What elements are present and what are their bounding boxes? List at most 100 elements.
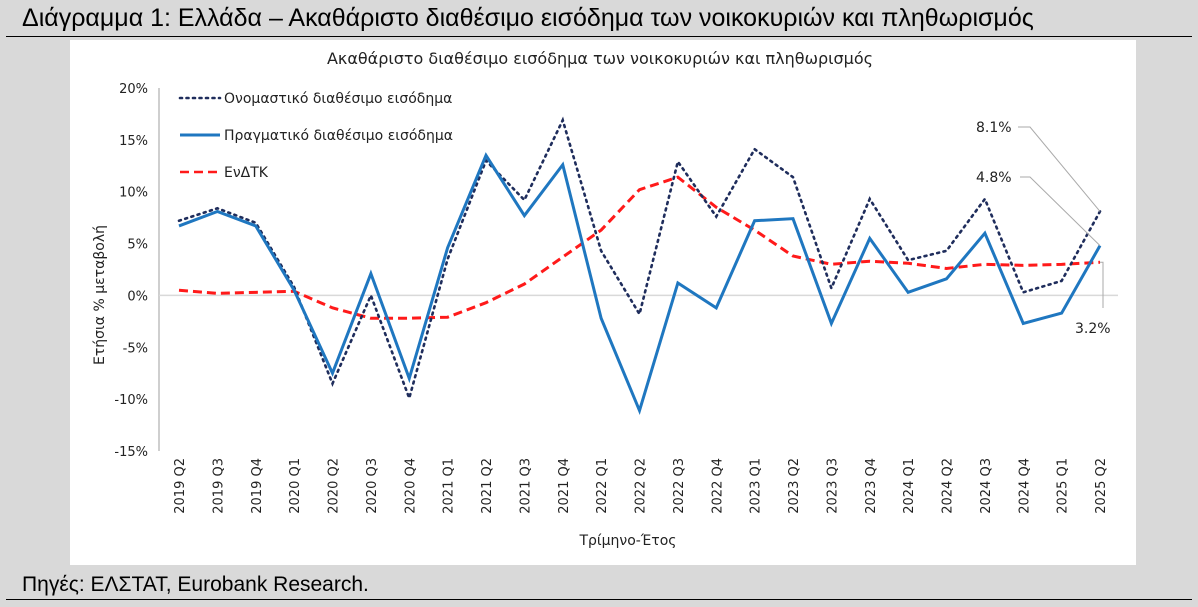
data-point-2 [599,228,603,232]
data-point-2 [714,205,718,209]
x-tick-label: 2023 Q4 [864,458,879,514]
data-point-1 [446,246,450,250]
x-tick-label: 2024 Q1 [902,458,917,514]
data-point-1 [868,236,872,240]
data-point-2 [484,301,488,305]
data-point-2 [177,288,181,292]
data-point-2 [676,175,680,179]
data-point-2 [1060,262,1064,266]
data-point-1 [676,281,680,285]
data-point-0 [177,219,181,223]
data-point-2 [561,255,565,259]
x-tick-label: 2020 Q3 [365,458,380,514]
data-point-1 [599,316,603,320]
x-tick-label: 2022 Q2 [634,458,649,514]
x-tick-label: 2020 Q4 [403,458,418,514]
y-tick-label: 15% [119,134,148,149]
data-point-0 [829,286,833,290]
data-point-0 [638,312,642,316]
annotation-label: 4.8% [976,170,1012,186]
data-point-2 [215,291,219,295]
data-point-2 [522,282,526,286]
annotation-leader [1100,261,1104,308]
data-point-0 [331,382,335,386]
y-axis-title: Ετήσια % μεταβολή [92,225,108,365]
data-point-1 [369,272,373,276]
data-point-2 [868,259,872,263]
data-point-1 [753,219,757,223]
x-tick-label: 2019 Q4 [250,458,265,514]
data-point-0 [945,249,949,253]
data-point-1 [983,231,987,235]
source-note: Πηγές: ΕΛΣΤΑΤ, Eurobank Research. [22,573,369,596]
x-tick-label: 2020 Q1 [288,458,303,514]
data-point-0 [1021,290,1025,294]
x-tick-label: 2020 Q2 [327,458,342,514]
data-point-1 [215,209,219,213]
data-point-2 [446,315,450,319]
bottom-rule [6,599,1192,600]
data-point-2 [829,262,833,266]
x-tick-label: 2022 Q3 [672,458,687,514]
x-tick-label: 2023 Q3 [825,458,840,514]
data-point-0 [407,396,411,400]
data-point-0 [791,175,795,179]
data-point-0 [561,118,565,122]
data-point-1 [945,277,949,281]
data-point-0 [676,160,680,164]
annotation-label: 3.2% [1075,321,1111,337]
y-tick-label: 0% [127,289,148,304]
chart-title: Ακαθάριστο διαθέσιμο εισόδημα των νοικοκ… [327,49,873,68]
legend-label: ΕνΔΤΚ [224,165,269,181]
x-tick-label: 2019 Q2 [173,458,188,514]
data-point-2 [254,290,258,294]
x-tick-label: 2021 Q3 [518,458,533,514]
x-tick-label: 2021 Q2 [480,458,495,514]
series-line-2 [178,175,1101,320]
data-point-1 [292,288,296,292]
annotation-label: 8.1% [976,120,1012,136]
x-tick-label: 2021 Q1 [442,458,457,514]
data-point-2 [791,254,795,258]
x-tick-label: 2024 Q2 [941,458,956,514]
x-tick-label: 2022 Q4 [710,458,725,514]
data-point-1 [1021,321,1025,325]
data-point-2 [1021,263,1025,267]
data-point-2 [369,316,373,320]
y-tick-label: 5% [127,238,148,253]
data-point-1 [906,290,910,294]
data-point-1 [1060,311,1064,315]
data-point-0 [868,197,872,201]
x-tick-label: 2023 Q2 [787,458,802,514]
data-point-0 [369,293,373,297]
x-tick-label: 2022 Q1 [595,458,610,514]
figure-title: Διάγραμμα 1: Ελλάδα – Ακαθάριστο διαθέσι… [22,4,1034,32]
title-rule [6,36,1192,37]
data-point-1 [638,409,642,413]
data-point-2 [407,316,411,320]
series-line-1 [178,152,1102,416]
data-point-2 [638,188,642,192]
x-axis-title: Τρίμηνο-Έτος [578,533,676,549]
x-tick-label: 2025 Q2 [1094,458,1109,514]
data-point-0 [753,147,757,151]
data-point-0 [599,249,603,253]
legend-label: Ονομαστικό διαθέσιμο εισόδημα [224,91,452,107]
annotation-leader [1018,126,1101,212]
data-point-1 [714,306,718,310]
chart-area: Ακαθάριστο διαθέσιμο εισόδημα των νοικοκ… [70,40,1136,565]
data-point-1 [331,371,335,375]
data-point-2 [331,306,335,310]
x-tick-label: 2019 Q3 [211,458,226,514]
data-point-1 [791,217,795,221]
data-point-1 [829,321,833,325]
line-chart: Ακαθάριστο διαθέσιμο εισόδημα των νοικοκ… [92,49,1118,549]
y-tick-label: 20% [119,82,148,97]
data-point-1 [484,153,488,157]
data-point-0 [714,215,718,219]
annotation-leader [1020,176,1101,247]
data-point-0 [522,198,526,202]
series-line-0 [177,116,1102,403]
data-point-1 [254,224,258,228]
data-point-1 [177,224,181,228]
